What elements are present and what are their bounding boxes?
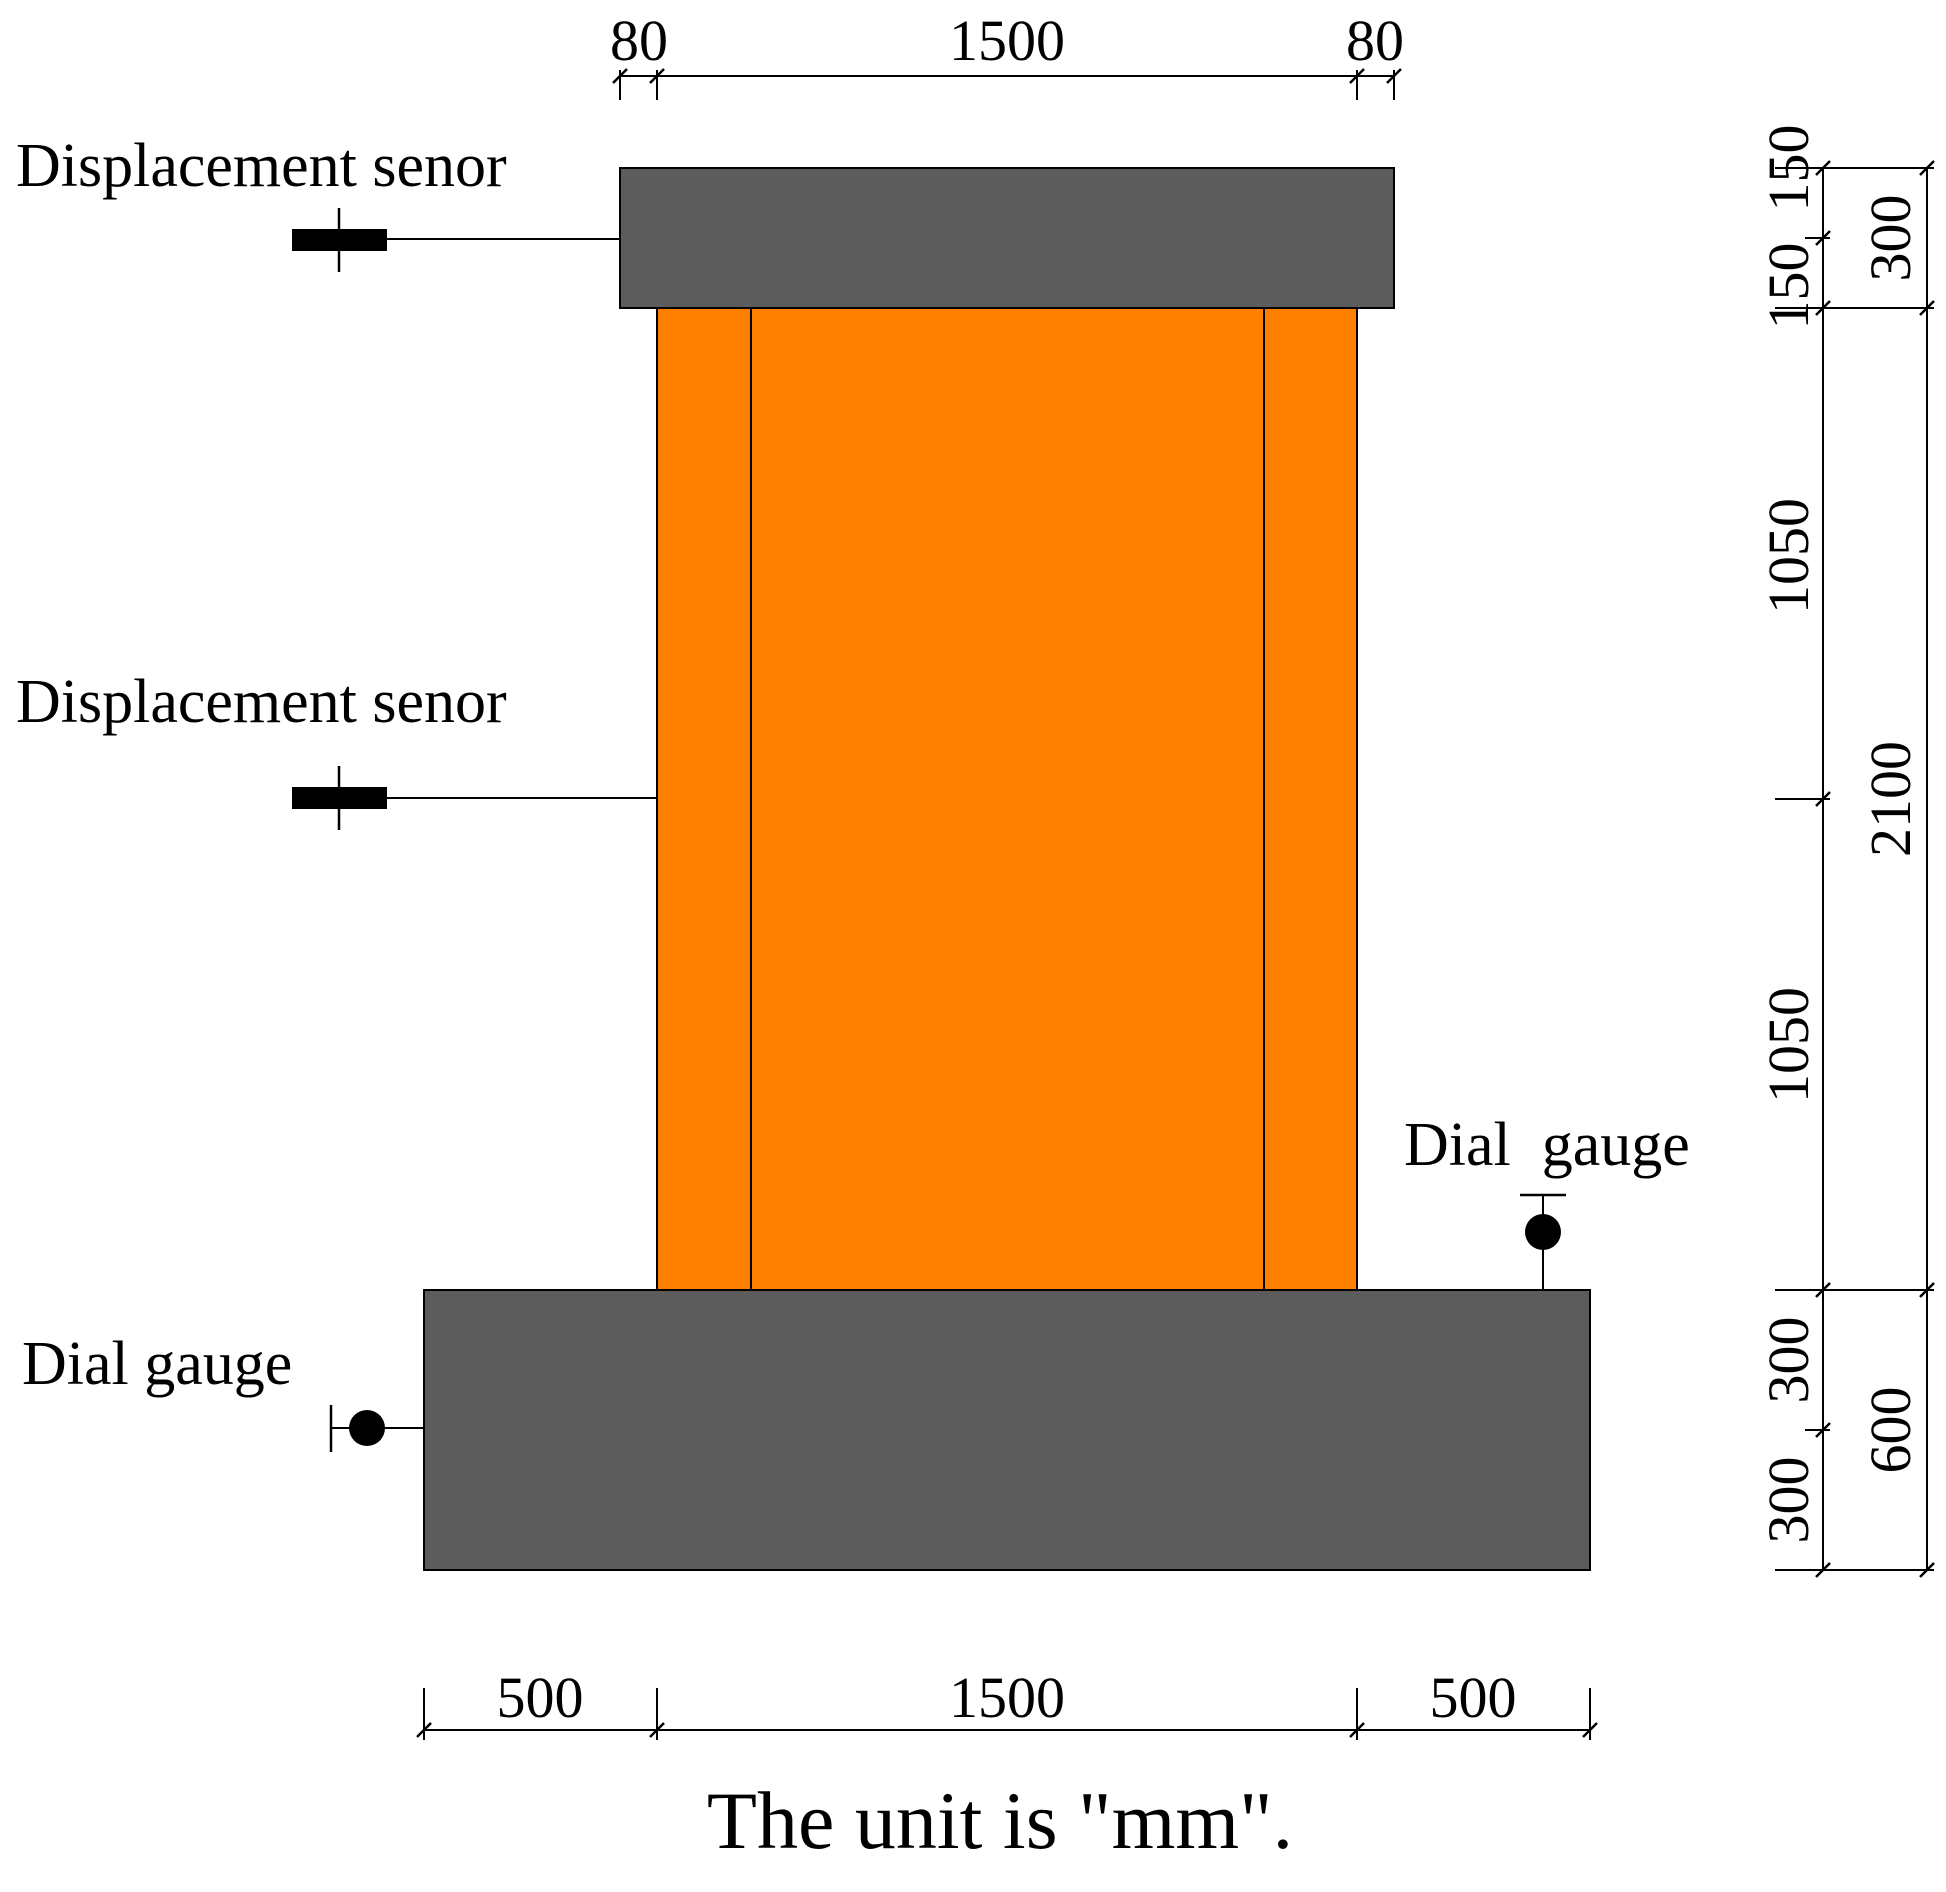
dim-right-inner-top-beam-lower: 150 (1756, 243, 1821, 330)
bottom-dimension-line (416, 1688, 1598, 1740)
dial-gauge-left (329, 1405, 424, 1452)
dim-bottom-left: 500 (497, 1665, 584, 1730)
dim-right-inner-wall-lower: 1050 (1756, 987, 1821, 1103)
top-beam (619, 167, 1395, 309)
sensor-top-label: Displacement senor (16, 132, 507, 200)
dim-top-middle: 1500 (949, 8, 1065, 73)
dim-right-outer-base: 600 (1858, 1387, 1923, 1474)
right-outer-dimension-line (1823, 160, 1935, 1578)
dim-right-inner-base-upper: 300 (1756, 1317, 1821, 1404)
unit-note: The unit is "mm". (707, 1775, 1293, 1866)
dim-right-inner-wall-upper: 1050 (1756, 498, 1821, 614)
dim-bottom-middle: 1500 (949, 1665, 1065, 1730)
displacement-sensor-mid (292, 766, 657, 830)
dim-right-inner-top-beam-upper: 150 (1756, 125, 1821, 212)
right-inner-dimension-line (1775, 160, 1831, 1578)
sensor-mid-label: Displacement senor (16, 668, 507, 736)
dial-gauge-right (1520, 1193, 1566, 1290)
dim-right-inner-base-lower: 300 (1756, 1457, 1821, 1544)
dial-right-label: Dial gauge (1404, 1111, 1690, 1179)
dim-top-left: 80 (610, 8, 668, 73)
dial-left-label: Dial gauge (22, 1330, 292, 1398)
dim-right-outer-wall: 2100 (1858, 741, 1923, 857)
dim-bottom-right: 500 (1430, 1665, 1517, 1730)
base-beam (423, 1289, 1591, 1571)
displacement-sensor-top (292, 208, 620, 272)
dim-top-right: 80 (1346, 8, 1404, 73)
top-dimension-line (612, 68, 1402, 100)
dim-right-outer-top-beam: 300 (1858, 195, 1923, 282)
wall-panel (656, 307, 1358, 1291)
